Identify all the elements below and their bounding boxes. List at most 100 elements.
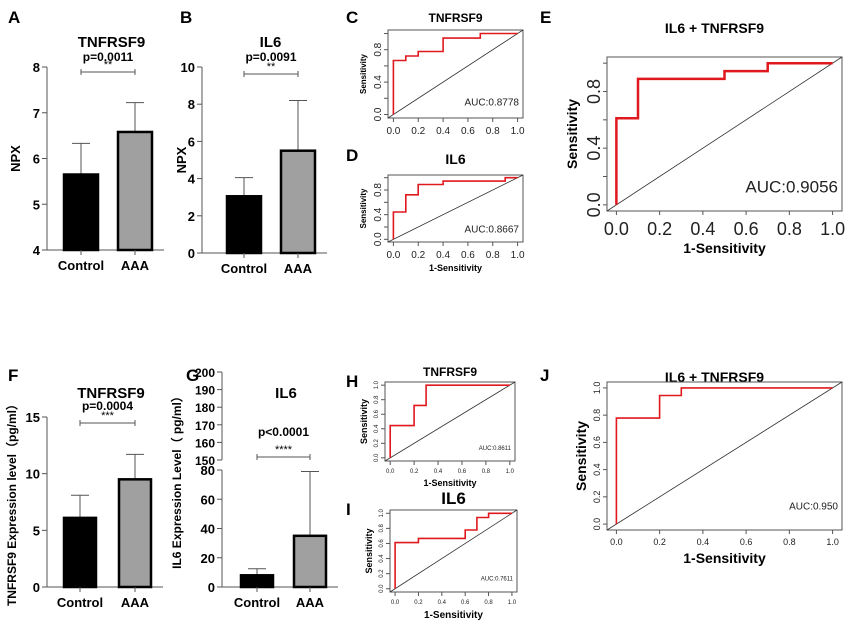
y-tick-label: 0.2 (374, 438, 380, 447)
y-tick-label: 8 (188, 97, 195, 112)
reference-diagonal (606, 56, 843, 212)
y-tick-label-upper: 150 (195, 454, 215, 468)
y-tick-label: 0.0 (584, 192, 604, 217)
x-tick-label: 0.6 (461, 600, 470, 606)
y-axis-label: Sensitivity (359, 399, 369, 444)
x-axis-label: 1-Sensitivity (683, 240, 766, 256)
roc-chart-il6-elisa: IL6 0.0 0.2 0.4 0.6 0.8 1.0 0.0 0.2 0.4 0.6 0.8 1.0 1… (364, 490, 518, 621)
auc-label: AUC:0.950 (789, 501, 838, 512)
x-tick-label: 0.2 (414, 600, 423, 606)
roc-chart-tnfrsf9-elisa: TNFRSF9 0.0 0.2 0.4 0.6 0.8 1.0 0.0 0.2 0.4 0.6 0.8… (359, 365, 516, 488)
auc-label: AUC:0.8667 (465, 225, 520, 236)
bar-chart-tnfrsf9-elisa: TNFRSF9 TNFRSF9 Expression level（pg/ml） 0 5… (4, 385, 163, 610)
auc-label: AUC:0.8778 (465, 98, 520, 109)
x-tick-label: 0.4 (697, 537, 710, 547)
x-tick-label: 1.0 (826, 537, 839, 547)
x-tick-label: AAA (121, 258, 150, 273)
y-tick-label: 0.0 (592, 518, 602, 531)
plot-frame (384, 381, 516, 462)
y-tick-label: 1.0 (592, 382, 602, 395)
x-tick-label: 0.6 (461, 126, 475, 137)
chart-title: TNFRSF9 (78, 34, 146, 51)
auc-label: AUC:0.8611 (479, 446, 512, 452)
bar-aaa (117, 478, 153, 589)
p-value-label: p=0.0011 (83, 50, 134, 64)
y-tick-label-upper: 170 (195, 419, 215, 433)
y-axis-label: NPX (8, 145, 23, 172)
p-value-label: p=0.0091 (245, 50, 296, 64)
x-tick-label: 0.2 (411, 126, 425, 137)
chart-title: IL6 + TNFRSF9 (665, 20, 764, 36)
panel-label-c: C (346, 8, 359, 27)
y-tick-label: 0.4 (584, 136, 604, 161)
roc-chart-combined-elisa: IL6 + TNFRSF9 0.0 0.2 0.4 0.6 0.8 1.0 0.0 0.2 0.4… (573, 369, 843, 566)
bar-aaa (116, 130, 154, 252)
bar-control (62, 173, 100, 252)
y-axis-label: Sensitivity (364, 528, 374, 573)
y-tick-label: 1.0 (374, 380, 380, 389)
roc-chart-il6: IL6 0.0 0.2 0.4 0.6 0.8 1.0 0.0 0.4 0.8 1-Sensitiv… (359, 151, 525, 273)
panel-label-e: E (540, 8, 552, 27)
panel-label-f: F (8, 366, 19, 385)
x-tick-label: Control (221, 261, 267, 276)
y-axis-label: Sensitivity (564, 99, 580, 169)
x-tick-label: 1.0 (511, 126, 525, 137)
x-tick-label: 1.0 (820, 219, 845, 239)
roc-curve (615, 387, 833, 525)
y-tick-label: 0.0 (374, 453, 380, 462)
y-tick-label: 0.8 (379, 524, 385, 533)
y-tick-label: 5 (33, 523, 40, 538)
y-tick-label: 0.4 (373, 207, 384, 221)
panel-label-a: A (8, 8, 21, 27)
x-tick-label: 0.0 (610, 537, 623, 547)
y-tick-label: 8 (33, 60, 40, 75)
x-tick-label: 0.2 (653, 537, 666, 547)
x-tick-label: 0.2 (410, 469, 419, 475)
x-tick-label: 0.6 (740, 537, 753, 547)
significance-stars: *** (101, 410, 115, 422)
x-tick-label: 0.2 (647, 219, 672, 239)
x-tick-label: 1.0 (506, 469, 515, 475)
panel-label-j: J (540, 366, 550, 385)
y-tick-label: 20 (201, 551, 215, 566)
panel-label-d: D (346, 146, 359, 165)
x-tick-label: Control (234, 595, 280, 610)
auc-label: AUC:0.9056 (745, 178, 838, 197)
p-value-label: p<0.0001 (258, 425, 309, 439)
bar-control (225, 195, 263, 255)
y-tick-label: 10 (181, 60, 195, 75)
plot-frame (387, 174, 524, 243)
x-tick-label: 0.0 (391, 600, 400, 606)
x-tick-label: 0.4 (436, 126, 450, 137)
y-tick-label: 0 (188, 246, 195, 261)
y-tick-label: 2 (188, 209, 195, 224)
y-tick-label: 6 (188, 134, 195, 149)
x-tick-label: 0.6 (461, 250, 475, 261)
y-tick-label: 0.8 (592, 409, 602, 422)
roc-curve (392, 32, 518, 115)
y-tick-label: 5 (33, 197, 40, 212)
y-axis-label: NPX (174, 146, 189, 173)
y-axis-label: Sensitivity (359, 53, 368, 94)
chart-title: IL6 (441, 490, 466, 508)
x-tick-label: 0.6 (458, 469, 467, 475)
roc-curve (394, 512, 512, 589)
x-tick-label: 0.0 (386, 469, 395, 475)
y-tick-label: 15 (26, 410, 40, 425)
y-tick-label-upper: 190 (195, 384, 215, 398)
y-tick-label: 0.6 (374, 409, 380, 418)
x-tick-label: 0.4 (434, 469, 443, 475)
chart-title: IL6 (275, 385, 297, 402)
chart-title: TNFRSF9 (423, 365, 477, 379)
chart-title: IL6 (260, 34, 282, 51)
x-tick-label: 0.6 (734, 219, 759, 239)
chart-title: TNFRSF9 (429, 11, 483, 25)
plot-frame (606, 381, 843, 531)
reference-diagonal (387, 174, 524, 243)
y-tick-label: 0.8 (374, 395, 380, 404)
reference-diagonal (389, 509, 518, 593)
significance-stars: ** (104, 59, 113, 71)
x-tick-label: AAA (296, 595, 325, 610)
x-tick-label: AAA (121, 595, 150, 610)
roc-chart-combined: IL6 + TNFRSF9 0.0 0.2 0.4 0.6 0.8 1.0 0.0 0.4 0.8… (564, 20, 845, 256)
